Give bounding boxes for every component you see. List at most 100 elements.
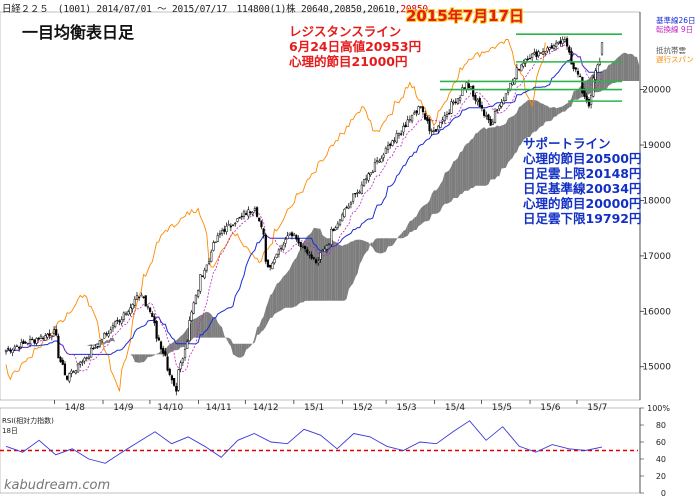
candle-body — [288, 232, 291, 235]
cloud-segment — [440, 180, 443, 212]
candle-body — [214, 241, 217, 243]
cloud-segment — [554, 106, 557, 117]
cloud-segment — [115, 341, 118, 345]
candle-body — [336, 223, 339, 228]
candle-body — [467, 83, 470, 89]
cloud-segment — [372, 239, 375, 252]
candle-body — [563, 39, 566, 42]
candle-body — [57, 335, 60, 359]
cloud-segment — [178, 336, 181, 350]
candle-body — [456, 98, 460, 104]
cloud-segment — [499, 125, 502, 177]
candle-body — [229, 225, 232, 228]
cloud-segment — [259, 319, 262, 335]
candle-body — [107, 333, 110, 337]
cloud-segment — [457, 152, 461, 198]
candle-body — [400, 133, 403, 135]
candle-body — [135, 295, 139, 300]
cloud-segment — [431, 190, 434, 215]
rsi-period: 18日 — [2, 427, 18, 435]
candle-body — [358, 191, 361, 194]
candle-body — [264, 234, 267, 262]
cloud-segment — [558, 107, 561, 115]
candle-body — [260, 221, 263, 228]
candle-body — [15, 345, 19, 347]
candle-body — [579, 75, 582, 78]
candle-body — [297, 238, 300, 244]
chart-title: 一目均衡表日足 — [22, 23, 135, 42]
cloud-segment — [276, 282, 279, 313]
cloud-segment — [257, 326, 260, 335]
cloud-segment — [357, 239, 360, 274]
cloud-segment — [473, 133, 476, 188]
candle-body — [469, 86, 473, 89]
cloud-segment — [519, 106, 522, 147]
candle-body — [384, 147, 387, 154]
candle-body — [426, 117, 429, 122]
ichimoku-cloud — [62, 52, 640, 363]
candle-body — [116, 319, 119, 322]
candle-body — [37, 337, 40, 340]
rsi-tick-label: 60 — [656, 438, 666, 447]
cloud-segment — [263, 308, 266, 330]
candle-body — [284, 239, 287, 244]
candle-body — [301, 246, 305, 248]
candle-body — [303, 245, 307, 250]
candle-body — [502, 100, 505, 105]
cloud-segment — [237, 343, 240, 358]
cloud-segment — [246, 343, 249, 350]
candle-body — [31, 338, 34, 341]
candle-body — [218, 232, 222, 235]
y-tick-label: 18000 — [642, 196, 671, 206]
candle-body — [382, 154, 385, 158]
resistance-high: 6月24日高値20953円 — [289, 39, 422, 54]
candle-body — [391, 140, 394, 146]
cloud-segment — [586, 79, 589, 95]
candle-body — [146, 306, 150, 308]
candle-body — [365, 178, 368, 180]
cloud-segment — [283, 274, 286, 309]
cloud-segment — [543, 103, 546, 126]
cloud-segment — [130, 354, 133, 357]
candle-body — [148, 307, 152, 312]
candle-body — [419, 106, 422, 108]
candle-body — [92, 347, 95, 350]
candle-body — [17, 347, 21, 349]
candle-body — [286, 235, 289, 240]
rsi-tick-label: 80 — [656, 421, 666, 430]
cloud-segment — [547, 105, 550, 122]
candle-body — [273, 259, 276, 264]
cloud-segment — [158, 350, 161, 355]
candle-body — [537, 51, 540, 57]
cloud-segment — [313, 227, 316, 301]
candle-body — [596, 64, 599, 73]
candle-body — [328, 243, 331, 245]
y-tick-label: 16000 — [642, 307, 671, 317]
resistance-level: 心理的節目21000円 — [289, 54, 408, 69]
candle-body — [500, 102, 503, 107]
candle-body — [26, 342, 29, 345]
cloud-segment — [388, 238, 391, 247]
candle-body — [559, 40, 562, 44]
candle-body — [242, 211, 246, 217]
cloud-segment — [403, 229, 406, 239]
cloud-segment — [326, 238, 330, 301]
y-tick-label: 20000 — [642, 86, 671, 96]
candle-body — [299, 242, 302, 248]
candle-body — [164, 351, 167, 356]
cloud-segment — [560, 106, 563, 114]
candle-body — [249, 211, 252, 213]
cloud-segment — [449, 166, 452, 203]
cloud-segment — [281, 276, 284, 311]
candle-body — [11, 349, 14, 353]
candle-body — [452, 101, 455, 104]
chikou-span-line — [5, 38, 546, 392]
candle-body — [402, 125, 405, 133]
candle-body — [450, 101, 453, 114]
cloud-segment — [564, 103, 568, 112]
cloud-segment — [191, 318, 194, 340]
cloud-segment — [254, 327, 258, 343]
candle-body — [186, 341, 189, 349]
candle-body — [111, 325, 115, 329]
